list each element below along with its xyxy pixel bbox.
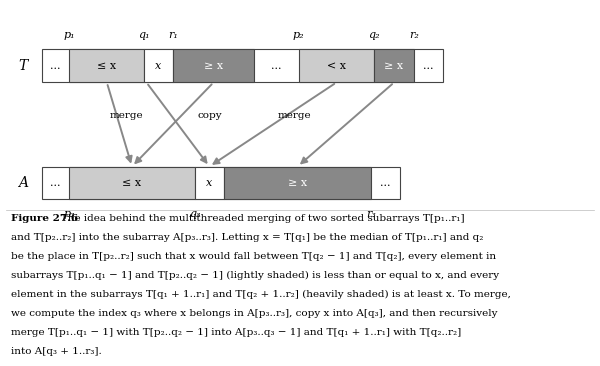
Bar — [195, 167, 224, 199]
Text: x: x — [155, 61, 161, 71]
Bar — [299, 49, 374, 82]
Text: ≥ x: ≥ x — [385, 61, 403, 71]
Text: x: x — [206, 178, 212, 188]
Text: T: T — [18, 59, 28, 73]
Text: be the place in T[p₂..r₂] such that x would fall between T[q₂ − 1] and T[q₂], ev: be the place in T[p₂..r₂] such that x wo… — [11, 252, 496, 261]
Text: subarrays T[p₁..q₁ − 1] and T[p₂..q₂ − 1] (lightly shaded) is less than or equal: subarrays T[p₁..q₁ − 1] and T[p₂..q₂ − 1… — [11, 271, 499, 280]
Text: ≥ x: ≥ x — [288, 178, 307, 188]
Text: merge: merge — [109, 111, 143, 120]
Text: ≤ x: ≤ x — [97, 61, 116, 71]
Text: Figure 27.6: Figure 27.6 — [11, 214, 78, 223]
Text: merge: merge — [277, 111, 311, 120]
Bar — [173, 49, 254, 82]
Text: A: A — [18, 176, 28, 190]
Text: The idea behind the multithreaded merging of two sorted subarrays T[p₁..r₁]: The idea behind the multithreaded mergin… — [51, 214, 464, 223]
Text: into A[q₃ + 1..r₃].: into A[q₃ + 1..r₃]. — [11, 347, 101, 356]
Text: and T[p₂..r₂] into the subarray A[p₃..r₃]. Letting x = T[q₁] be the median of T[: and T[p₂..r₂] into the subarray A[p₃..r₃… — [11, 233, 483, 242]
Text: p₂: p₂ — [293, 30, 305, 40]
Bar — [224, 167, 371, 199]
Bar — [374, 49, 414, 82]
Text: p₁: p₁ — [63, 30, 75, 40]
Text: element in the subarrays T[q₁ + 1..r₁] and T[q₂ + 1..r₂] (heavily shaded) is at : element in the subarrays T[q₁ + 1..r₁] a… — [11, 290, 511, 299]
Text: copy: copy — [197, 111, 222, 120]
Bar — [42, 49, 443, 82]
Text: q₁: q₁ — [138, 30, 150, 40]
Text: ≤ x: ≤ x — [122, 178, 142, 188]
Text: ...: ... — [50, 61, 61, 71]
Text: ...: ... — [423, 61, 434, 71]
Text: < x: < x — [327, 61, 346, 71]
Bar — [144, 49, 173, 82]
Text: we compute the index q₃ where x belongs in A[p₃..r₃], copy x into A[q₃], and the: we compute the index q₃ where x belongs … — [11, 309, 497, 318]
Text: ≥ x: ≥ x — [204, 61, 223, 71]
Text: p₃: p₃ — [63, 209, 75, 219]
Bar — [69, 167, 195, 199]
Text: q₃: q₃ — [189, 209, 201, 219]
Bar — [69, 49, 144, 82]
Text: r₁: r₁ — [168, 30, 178, 40]
Text: q₂: q₂ — [368, 30, 380, 40]
Text: merge T[p₁..q₁ − 1] with T[p₂..q₂ − 1] into A[p₃..q₃ − 1] and T[q₁ + 1..r₁] with: merge T[p₁..q₁ − 1] with T[p₂..q₂ − 1] i… — [11, 328, 461, 337]
Text: ...: ... — [380, 178, 391, 188]
Bar — [42, 167, 400, 199]
Text: r₃: r₃ — [366, 209, 376, 219]
Text: r₂: r₂ — [409, 30, 419, 40]
Text: ...: ... — [271, 61, 281, 71]
Text: ...: ... — [50, 178, 61, 188]
